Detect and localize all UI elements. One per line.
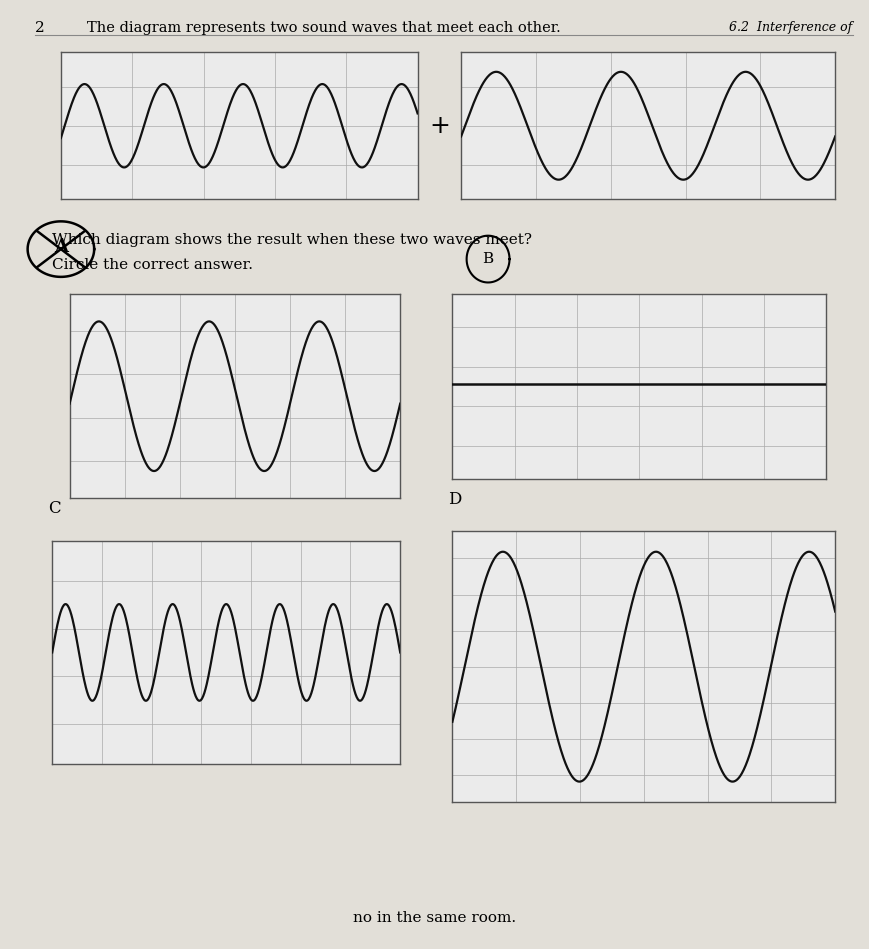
Text: B: B	[482, 252, 493, 266]
Text: Which diagram shows the result when these two waves meet?: Which diagram shows the result when thes…	[52, 233, 532, 247]
Text: +: +	[428, 114, 449, 138]
Text: Circle the correct answer.: Circle the correct answer.	[52, 258, 253, 272]
Text: 6.2  Interference of: 6.2 Interference of	[728, 21, 852, 34]
Text: 2: 2	[35, 21, 44, 35]
Text: D: D	[448, 491, 461, 508]
Text: no in the same room.: no in the same room.	[353, 911, 516, 925]
Text: The diagram represents two sound waves that meet each other.: The diagram represents two sound waves t…	[87, 21, 561, 35]
Text: C: C	[48, 500, 61, 517]
Text: A: A	[54, 238, 68, 256]
